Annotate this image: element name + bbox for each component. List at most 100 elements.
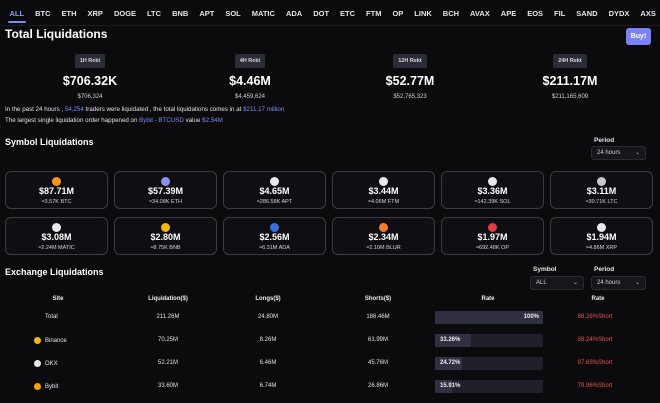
symbol-card[interactable]: $4.65M ≈286.58K APT — [223, 171, 326, 209]
share-bar: 33.26% — [435, 334, 543, 347]
exchange-site: Total — [45, 314, 58, 320]
share-bar: 15.91% — [435, 380, 543, 393]
symbol-liquidation-amount: ≈4.86M XRP — [585, 245, 618, 251]
symbol-liquidation-value: $3.08M — [41, 232, 72, 242]
symbol-liquidation-amount: ≈286.58K APT — [256, 199, 293, 205]
summary-text: The largest single liquidation order hap… — [5, 117, 138, 124]
symbol-liquidation-amount: ≈34.08K ETH — [149, 199, 182, 205]
tab-dot[interactable]: DOT — [313, 8, 330, 18]
symbol-label: Symbol — [533, 266, 557, 273]
symbol-card[interactable]: $3.44M ≈4.06M FTM — [332, 171, 435, 209]
tab-sand[interactable]: SAND — [576, 8, 598, 18]
tab-dydx[interactable]: DYDX — [608, 8, 630, 18]
tab-ltc[interactable]: LTC — [147, 8, 162, 18]
symbol-liquidation-value: $1.94M — [586, 232, 617, 242]
stat-badge: 12H Rekt — [393, 54, 427, 68]
exchange-longs: 24.80M — [257, 314, 278, 320]
buy-button[interactable]: Buy! — [626, 28, 651, 45]
tab-bnb[interactable]: BNB — [172, 8, 189, 18]
share-fill — [435, 380, 453, 393]
short-rate: 87.63%Short — [577, 360, 613, 366]
symbol-card[interactable]: $3.08M ≈2.24M MATIC — [5, 217, 108, 255]
tab-xrp[interactable]: XRP — [87, 8, 103, 18]
tab-ftm[interactable]: FTM — [366, 8, 382, 18]
summary-text: value — [185, 117, 201, 124]
exchange-period-select[interactable]: 24 hours ⌄ — [591, 276, 646, 290]
short-rate: 79.96%Short — [577, 383, 613, 389]
symbol-card[interactable]: $2.56M ≈6.31M ADA — [223, 217, 326, 255]
symbol-card[interactable]: $1.97M ≈692.48K OP — [441, 217, 544, 255]
symbol-liquidation-amount: ≈6.31M ADA — [259, 245, 290, 251]
column-header: Shorts($) — [364, 296, 392, 302]
symbol-card[interactable]: $3.11M ≈30.71K LTC — [550, 171, 653, 209]
tab-ada[interactable]: ADA — [285, 8, 303, 18]
tab-ape[interactable]: APE — [500, 8, 517, 18]
largest-order-link[interactable]: Bybit - BTCUSD — [139, 117, 184, 124]
stat-exact-value: $4,459,624 — [234, 94, 266, 100]
symbol-period-select[interactable]: 24 hours ⌄ — [591, 146, 646, 160]
exchange-shorts: 45.76M — [367, 360, 388, 366]
stat-exact-value: $52,765,323 — [393, 94, 427, 100]
exchange-symbol-select[interactable]: ALL ⌄ — [530, 276, 584, 290]
tab-eos[interactable]: EOS — [527, 8, 544, 18]
traders-count: 54,254 — [64, 106, 84, 113]
total-liquidation-link[interactable]: $211.17 million — [243, 106, 285, 113]
column-header: Site — [52, 296, 64, 302]
op-icon — [488, 223, 497, 232]
tab-doge[interactable]: DOGE — [113, 8, 137, 18]
exchange-longs: 8.26M — [259, 337, 277, 343]
bnb-icon — [161, 223, 170, 232]
symbol-card[interactable]: $87.71M ≈3.57K BTC — [5, 171, 108, 209]
exchange-name: Total — [45, 314, 58, 320]
tab-axs[interactable]: AXS — [640, 8, 656, 18]
apt-icon — [270, 177, 279, 186]
short-rate: 88.26%Short — [577, 314, 613, 320]
symbol-card[interactable]: $3.36M ≈142.39K SOL — [441, 171, 544, 209]
stat-exact-value: $706,324 — [77, 94, 103, 100]
tab-all[interactable]: ALL — [4, 0, 30, 26]
tab-eth[interactable]: ETH — [61, 8, 77, 18]
largest-order-value: $2.54M — [202, 117, 223, 124]
symbol-liquidation-amount: ≈30.71K LTC — [585, 199, 618, 205]
share-fill — [435, 357, 462, 370]
tab-link[interactable]: LINK — [414, 8, 432, 18]
tab-sol[interactable]: SOL — [225, 8, 241, 18]
chevron-down-icon: ⌄ — [634, 150, 640, 156]
symbol-card[interactable]: $2.34M ≈2.10M BLUR — [332, 217, 435, 255]
exchange-site: Bybit — [34, 383, 58, 390]
tab-avax[interactable]: AVAX — [470, 8, 490, 18]
tab-bch[interactable]: BCH — [442, 8, 460, 18]
exchange-site: Binance — [34, 337, 67, 344]
exchange-liq: 33.60M — [157, 383, 178, 389]
tab-etc[interactable]: ETC — [340, 8, 356, 18]
symbol-value: ALL — [536, 280, 547, 286]
share-percent: 24.72% — [440, 360, 461, 366]
exchange-liq: 52.21M — [157, 360, 178, 366]
exchange-site: OKX — [34, 360, 58, 367]
stat-value: $706.32K — [62, 74, 118, 88]
stat-value: $4.46M — [229, 74, 271, 88]
tab-op[interactable]: OP — [392, 8, 404, 18]
tab-fil[interactable]: FIL — [554, 8, 566, 18]
symbol-card[interactable]: $1.94M ≈4.86M XRP — [550, 217, 653, 255]
eth-icon — [161, 177, 170, 186]
tab-apt[interactable]: APT — [199, 8, 215, 18]
exchange-shorts: 186.46M — [366, 314, 390, 320]
tab-btc[interactable]: BTC — [35, 8, 51, 18]
share-percent: 33.26% — [440, 337, 461, 343]
symbol-liquidation-amount: ≈142.39K SOL — [474, 199, 511, 205]
symbol-liquidation-amount: ≈3.57K BTC — [41, 199, 72, 205]
symbol-card[interactable]: $57.39M ≈34.08K ETH — [114, 171, 217, 209]
symbol-liquidation-value: $4.65M — [259, 186, 290, 196]
symbol-card[interactable]: $2.80M ≈8.75K BNB — [114, 217, 217, 255]
exchange-longs: 6.46M — [259, 360, 277, 366]
btc-icon — [52, 177, 61, 186]
symbol-liquidation-value: $3.44M — [368, 186, 399, 196]
exchange-name: Bybit — [45, 383, 59, 390]
stat-badge: 1H Rekt — [74, 54, 106, 68]
period-value: 24 hours — [597, 150, 621, 156]
bybit-icon — [34, 383, 41, 390]
symbol-liquidation-amount: ≈692.48K OP — [476, 245, 509, 251]
symbol-liquidation-amount: ≈8.75K BNB — [150, 245, 181, 251]
tab-matic[interactable]: MATIC — [251, 8, 275, 18]
